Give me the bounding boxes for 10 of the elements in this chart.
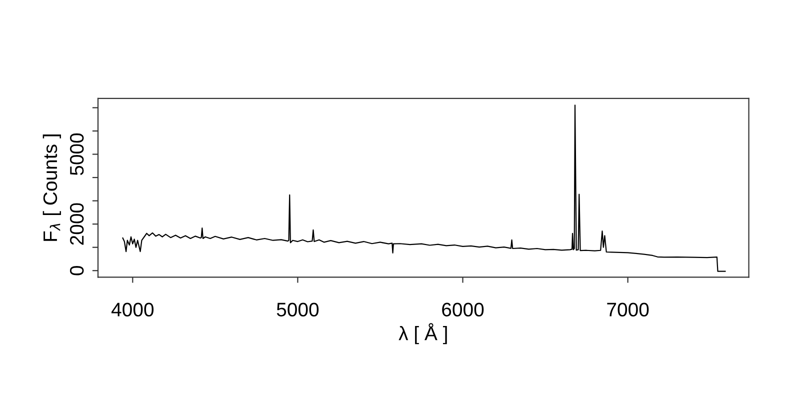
x-tick-label: 5000	[276, 302, 319, 316]
x-tick-label: 6000	[442, 302, 484, 316]
x-tick-label: 7000	[607, 302, 649, 316]
y-tick-label: 0	[70, 266, 84, 276]
line-series	[122, 104, 726, 272]
y-tick-label: 2000	[70, 203, 84, 245]
y-axis-title: F$_{λ}$ [ Counts ]	[42, 134, 61, 241]
y-tick-label: 5000	[70, 133, 84, 176]
x-tick-label: 4000	[111, 302, 154, 316]
x-axis-title: λ [ Å ]	[398, 323, 447, 344]
